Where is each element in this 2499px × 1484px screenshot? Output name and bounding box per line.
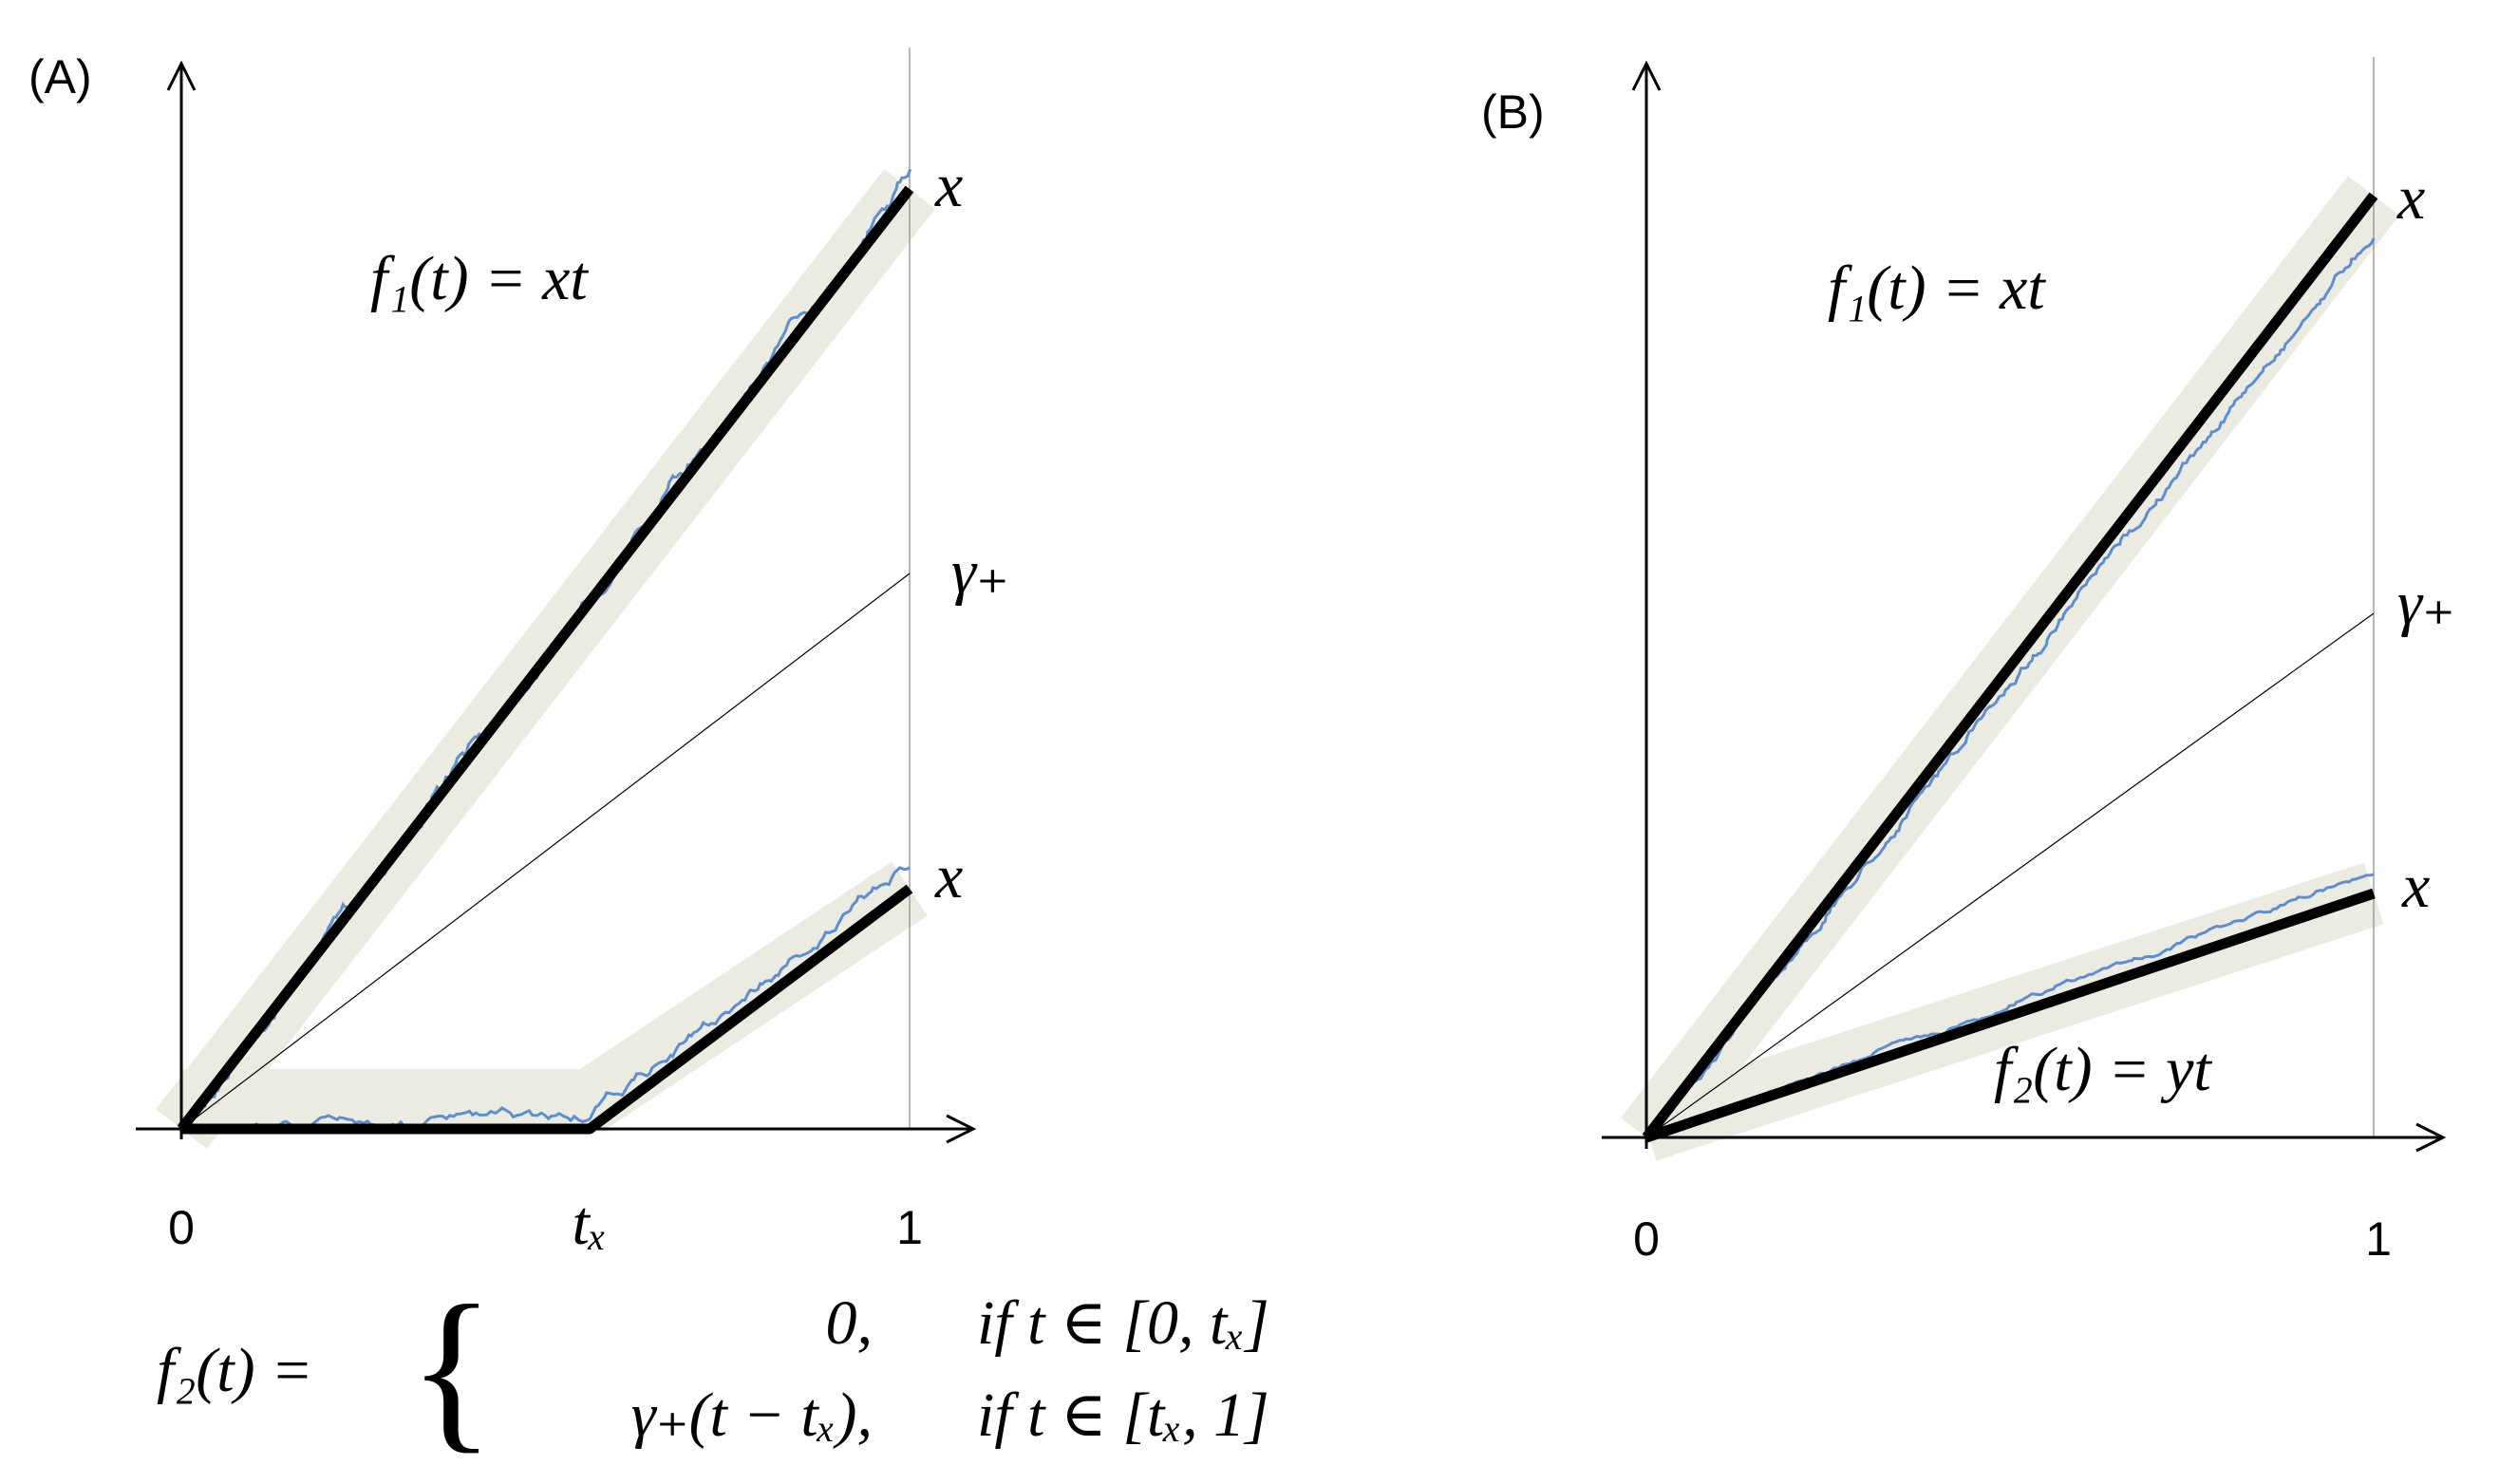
brace: {: [408, 1269, 495, 1469]
arrowhead: [166, 60, 197, 91]
formula-lhs: f₂(t) =: [157, 1336, 313, 1405]
f1-label: f₁(t) = xt: [370, 244, 589, 313]
arrowhead: [946, 1114, 977, 1144]
arrowhead: [1631, 60, 1662, 91]
noise-path: [180, 866, 911, 1135]
arrowhead: [2415, 1122, 2447, 1153]
panel-label: (A): [28, 50, 92, 103]
gamma-label: γ₊: [951, 537, 1009, 607]
x-tick-label: tₓ: [572, 1189, 607, 1258]
panel-b: (B) x γ₊ f₁(t) = xt x f₂(t) = yt 0 1: [1481, 57, 2455, 1266]
x-tick-label: 1: [2365, 1212, 2392, 1266]
end-label: x: [934, 842, 963, 911]
gamma-line: [180, 573, 911, 1130]
x-tick-label: 0: [168, 1201, 195, 1254]
end-label: x: [2396, 163, 2425, 233]
f1-line: [1642, 192, 2378, 1141]
band: [181, 861, 928, 1134]
panel-a: (A) x γ₊ f₁(t) = xt x 0 tₓ 1 f₂(t) = { 0…: [28, 47, 1269, 1469]
gamma-line: [1645, 612, 2375, 1138]
gamma-label: γ₊: [2397, 569, 2455, 638]
end-label: x: [934, 151, 963, 220]
end-label: x: [2401, 852, 2430, 921]
formula-cond: if t ∈ [0, tₓ]: [977, 1288, 1269, 1358]
formula-case: γ₊(t − tₓ),: [631, 1381, 873, 1450]
f1-label: f₁(t) = xt: [1828, 254, 2046, 323]
formula-case: 0,: [826, 1288, 874, 1358]
panel-label: (B): [1481, 85, 1545, 139]
f2-label: f₂(t) = yt: [1994, 1035, 2212, 1104]
formula-cond: if t ∈ [tₓ, 1]: [977, 1381, 1269, 1450]
x-tick-label: 0: [1633, 1212, 1660, 1266]
x-tick-label: 1: [896, 1201, 923, 1254]
f1-line: [177, 185, 914, 1133]
f2-line: [1644, 888, 2376, 1143]
